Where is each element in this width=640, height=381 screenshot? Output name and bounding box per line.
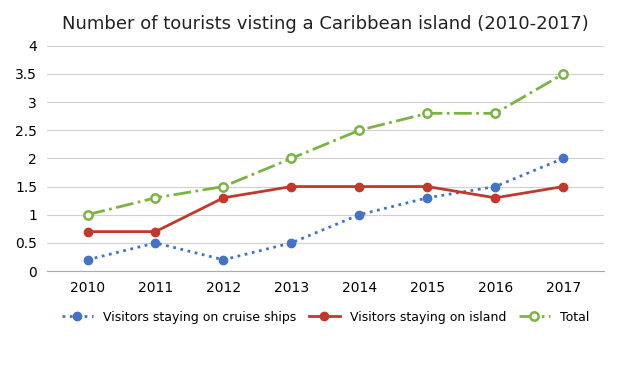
Legend: Visitors staying on cruise ships, Visitors staying on island, Total: Visitors staying on cruise ships, Visito… — [56, 306, 595, 329]
Title: Number of tourists visting a Caribbean island (2010-2017): Number of tourists visting a Caribbean i… — [62, 15, 589, 33]
